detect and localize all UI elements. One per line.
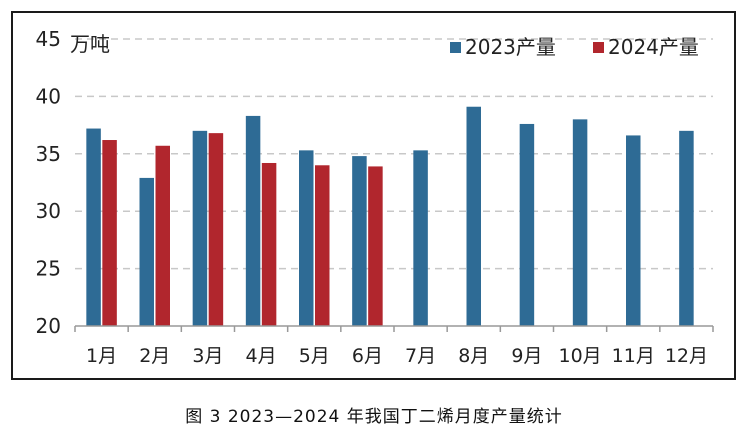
x-tick-label: 10月 xyxy=(558,345,601,367)
bar-2023 xyxy=(519,123,535,327)
bar-2023 xyxy=(626,135,641,326)
y-tick-labels: 20 25 30 35 40 45 xyxy=(36,27,61,338)
bar-2023 xyxy=(466,106,481,327)
bar-chart: 20 25 30 35 40 45 1月 2月 3月 4月 5月 6月 7月 8月 9月 10月 11月 12月… xyxy=(36,27,714,367)
x-tick-label: 9月 xyxy=(511,345,542,367)
y-tick-label: 35 xyxy=(36,142,61,166)
y-unit-label: 万吨 xyxy=(70,32,110,56)
y-tick-label: 20 xyxy=(36,314,61,338)
figure-caption: 图 3 2023—2024 年我国丁二烯月度产量统计 xyxy=(185,407,563,427)
y-tick-label: 25 xyxy=(36,257,61,281)
y-tick-label: 40 xyxy=(36,84,61,108)
chart-frame: 20 25 30 35 40 45 1月 2月 3月 4月 5月 6月 7月 8月 9月 10月 11月 12月… xyxy=(11,11,736,380)
x-tick-label: 5月 xyxy=(299,345,330,367)
x-tick-label: 12月 xyxy=(665,345,708,367)
bar-2023 xyxy=(139,177,154,326)
x-tick-label: 4月 xyxy=(246,345,277,367)
x-tick-label: 2月 xyxy=(139,345,170,367)
grid-lines xyxy=(75,38,713,270)
legend-label-2023: 2023产量 xyxy=(465,35,556,59)
x-tick-label: 3月 xyxy=(192,345,223,367)
bar-2024 xyxy=(155,145,170,326)
legend-label-2024: 2024产量 xyxy=(608,35,699,59)
bar-2024 xyxy=(368,166,383,326)
bar-2024 xyxy=(102,140,117,326)
legend: 2023产量 2024产量 xyxy=(450,35,699,59)
bar-2023 xyxy=(352,156,367,326)
bar-2023 xyxy=(413,150,428,326)
axes xyxy=(74,325,714,332)
y-tick-label: 30 xyxy=(36,199,61,223)
legend-swatch-2024 xyxy=(593,42,604,53)
bar-2023 xyxy=(299,150,314,326)
x-tick-label: 8月 xyxy=(458,345,489,367)
bars xyxy=(86,106,694,327)
x-tick-label: 7月 xyxy=(405,345,436,367)
x-tick-label: 6月 xyxy=(352,345,383,367)
x-tick-label: 1月 xyxy=(86,345,117,367)
bar-2024 xyxy=(315,165,330,326)
bar-2023 xyxy=(245,115,261,326)
x-tick-label: 11月 xyxy=(612,345,655,367)
bar-2023 xyxy=(679,130,694,326)
y-tick-label: 45 xyxy=(36,27,61,51)
bar-2023 xyxy=(572,119,588,326)
bar-2023 xyxy=(86,128,101,326)
x-tick-labels: 1月 2月 3月 4月 5月 6月 7月 8月 9月 10月 11月 12月 xyxy=(86,345,708,367)
bar-2024 xyxy=(208,133,224,326)
bar-2023 xyxy=(192,130,208,326)
legend-swatch-2023 xyxy=(450,42,461,53)
bar-2024 xyxy=(261,162,277,326)
